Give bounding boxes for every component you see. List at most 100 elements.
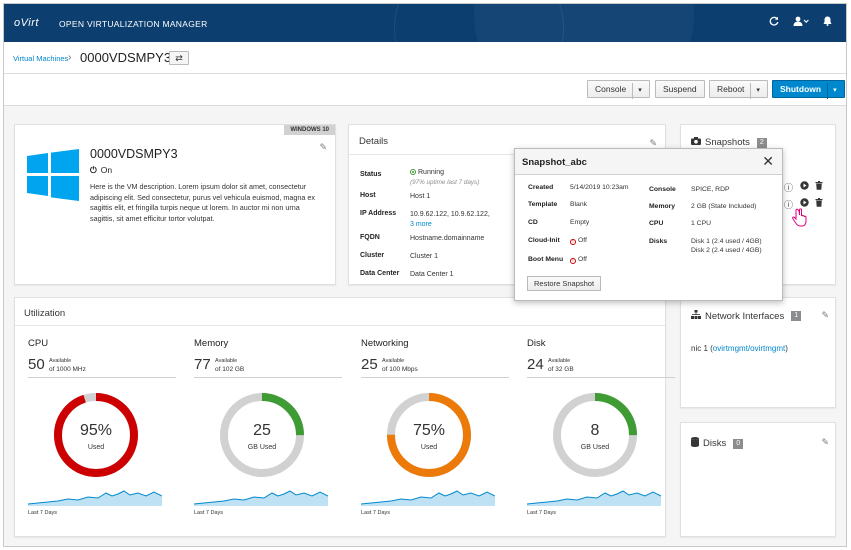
- donut-center-value: 75%: [412, 422, 446, 439]
- app-frame: oVirt OPEN VIRTUALIZATION MANAGER Virtua…: [3, 3, 847, 547]
- network-interfaces-card: Network Interfaces 1 ✎ nic 1 (ovirtmgmt/…: [680, 297, 836, 408]
- donut-center-label: GB Used: [580, 444, 610, 451]
- trash-icon[interactable]: [815, 198, 823, 209]
- shutdown-button-label: Shutdown: [780, 84, 822, 94]
- popover-title: Snapshot_abc: [522, 157, 587, 168]
- detail-label: Cluster: [360, 252, 385, 259]
- sparkline-chart: [361, 490, 495, 506]
- donut-used-arc: [553, 393, 637, 477]
- vm-power-status: ⏻ On: [90, 165, 112, 176]
- gauge-available-value: 25: [361, 356, 378, 373]
- donut-center-value: 95%: [79, 422, 113, 439]
- disks-header: Disks 0: [691, 437, 744, 450]
- edit-pencil-icon[interactable]: ✎: [821, 437, 829, 447]
- restore-play-icon[interactable]: [800, 198, 809, 209]
- chevron-down-icon[interactable]: ▾: [827, 83, 837, 99]
- breadcrumb: Virtual Machines › 0000VDSMPY3 ⇄: [4, 42, 846, 74]
- ip-more-link[interactable]: 3 more: [410, 220, 432, 228]
- popover-label: Cloud-Init: [528, 237, 560, 244]
- brand-logo[interactable]: oVirt: [14, 17, 39, 29]
- detail-value: 10.9.62.122, 10.9.62.122, 3 more: [410, 210, 520, 229]
- gauge-divider: [361, 377, 509, 378]
- sparkline-period-label: Last 7 Days: [527, 510, 557, 516]
- edit-pencil-icon[interactable]: ✎: [319, 142, 327, 152]
- popover-value: 5/14/2019 10:23am: [570, 184, 629, 191]
- popover-label: Template: [528, 201, 558, 208]
- network-icon: [691, 310, 701, 322]
- breadcrumb-link-virtual-machines[interactable]: Virtual Machines: [13, 54, 69, 63]
- database-icon: [691, 437, 699, 450]
- chevron-down-icon[interactable]: ▾: [632, 83, 642, 99]
- details-header: Details: [349, 125, 665, 155]
- network-count-badge: 1: [791, 311, 802, 321]
- snapshots-header: Snapshots 2: [691, 137, 767, 148]
- reboot-button-label: Reboot: [717, 84, 745, 94]
- sparkline-line: [527, 490, 661, 505]
- vm-description: Here is the VM description. Lorem ipsum …: [90, 182, 315, 223]
- os-badge: WINDOWS 10: [284, 125, 335, 135]
- donut-used-arc: [220, 393, 304, 477]
- available-of: of 100 Mbps: [382, 365, 418, 373]
- popover-label: Created: [528, 184, 554, 191]
- nic-network-link[interactable]: ovirtmgmt/ovirtmgmt: [712, 344, 786, 353]
- popover-label: Disks: [649, 238, 668, 245]
- user-icon[interactable]: [793, 16, 809, 26]
- cloud-init-value: Off: [578, 237, 587, 244]
- gauge-title: Memory: [194, 338, 229, 349]
- popover-header: Snapshot_abc ✕: [515, 149, 782, 175]
- available-of: of 32 GB: [548, 365, 574, 373]
- uptime-note: (97% uptime last 7 days): [410, 178, 480, 186]
- shutdown-button[interactable]: Shutdown ▾: [772, 80, 845, 99]
- boot-menu-value: Off: [578, 256, 587, 263]
- popover-label: CPU: [649, 220, 664, 227]
- sparkline-area: [28, 491, 162, 506]
- off-status-icon: !: [570, 239, 576, 245]
- available-word: Available: [49, 358, 72, 364]
- donut-center-label: Used: [420, 444, 438, 451]
- utilization-header: Utilization: [15, 298, 665, 326]
- restore-play-icon[interactable]: [800, 181, 809, 192]
- console-button-label: Console: [595, 84, 627, 94]
- available-word: Available: [215, 358, 238, 364]
- popover-value: ! Off: [570, 255, 700, 264]
- restore-snapshot-button[interactable]: Restore Snapshot: [527, 276, 602, 291]
- popover-label: Console: [649, 186, 676, 193]
- switch-vm-button[interactable]: ⇄: [169, 51, 189, 65]
- refresh-icon[interactable]: [769, 16, 779, 26]
- gauge-title: Networking: [361, 338, 409, 349]
- status-value: Running: [418, 169, 445, 176]
- gauge-cpu: CPU 50 Available of 1000 MHz 95% Used Last 7 D…: [28, 326, 188, 521]
- detail-label: FQDN: [360, 234, 380, 241]
- info-icon[interactable]: ⓘ: [784, 183, 794, 193]
- sparkline-area: [194, 491, 328, 506]
- detail-label: Data Center: [360, 270, 400, 277]
- reboot-button[interactable]: Reboot ▾: [709, 80, 768, 99]
- gauge-available-value: 77: [194, 356, 211, 373]
- popover-value: Disk 1 (2.4 used / 4GB) Disk 2 (2.4 used …: [691, 237, 821, 255]
- network-title: Network Interfaces: [705, 310, 785, 322]
- utilization-title: Utilization: [24, 308, 66, 319]
- close-icon[interactable]: ✕: [762, 153, 774, 169]
- details-title: Details: [359, 136, 389, 147]
- popover-value: 2 GB (State Included): [691, 203, 757, 210]
- utilization-card: Utilization CPU 50 Available of 1000 MHz 95%…: [14, 297, 675, 537]
- sparkline-area: [527, 491, 661, 506]
- brand-title: OPEN VIRTUALIZATION MANAGER: [59, 19, 208, 29]
- popover-label: Boot Menu: [528, 256, 564, 263]
- bell-icon[interactable]: [823, 16, 832, 26]
- nic-label-close: ): [785, 344, 788, 353]
- suspend-button[interactable]: Suspend: [655, 80, 705, 98]
- console-button[interactable]: Console ▾: [587, 80, 650, 99]
- info-icon[interactable]: ⓘ: [784, 200, 794, 210]
- detail-label: Status: [360, 171, 382, 178]
- popover-value: ! Off: [570, 236, 700, 245]
- popover-value: Empty: [570, 219, 590, 226]
- trash-icon[interactable]: [815, 181, 823, 192]
- chevron-down-icon[interactable]: ▾: [750, 83, 760, 99]
- edit-pencil-icon[interactable]: ✎: [821, 310, 829, 320]
- running-status-icon: [410, 169, 416, 175]
- edit-pencil-icon[interactable]: ✎: [649, 138, 657, 148]
- sparkline-line: [194, 490, 328, 505]
- gauge-title: Disk: [527, 338, 546, 349]
- masthead-decoration-ring: [394, 4, 564, 42]
